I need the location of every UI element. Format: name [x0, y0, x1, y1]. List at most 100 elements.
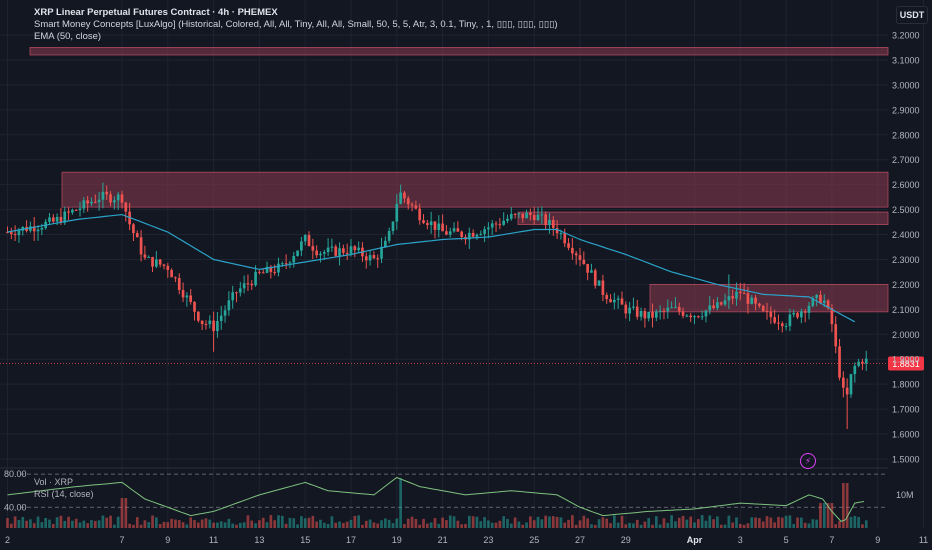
time-tick-label: 23	[483, 535, 493, 545]
bull-candle	[288, 262, 292, 264]
volume-bar	[280, 515, 284, 528]
bull-candle	[483, 229, 486, 234]
bear-candle	[731, 296, 735, 299]
volume-bar	[731, 522, 735, 528]
price-axis[interactable]: 3.2000 3.1000 3.0000 2.9000 2.8000 2.7000 2.60…	[892, 31, 920, 465]
bear-candle	[696, 316, 700, 318]
bear-candle	[826, 300, 830, 309]
bull-candle	[277, 263, 280, 273]
volume-bar	[754, 517, 757, 528]
bear-candle	[563, 233, 567, 244]
time-tick-label: 7	[829, 535, 834, 545]
symbol-legend[interactable]: XRP Linear Perpetual Futures Contract · …	[34, 7, 278, 18]
bear-candle	[193, 301, 196, 312]
bull-candle	[147, 257, 151, 259]
bear-candle	[677, 306, 681, 312]
price-tick-label: 1.8000	[892, 380, 920, 390]
bear-candle	[6, 232, 9, 234]
rsi-legend[interactable]: RSI (14, close)	[34, 489, 94, 499]
volume-bar	[13, 516, 17, 528]
volume-bar	[700, 515, 704, 528]
bull-candle	[296, 250, 299, 257]
volume-bar	[658, 524, 662, 528]
bull-candle	[639, 311, 643, 317]
bull-candle	[479, 233, 483, 235]
bull-candle	[55, 216, 59, 222]
bull-candle	[475, 234, 479, 237]
bull-candle	[185, 295, 189, 298]
bull-candle	[101, 191, 105, 200]
bull-candle	[238, 288, 242, 293]
volume-bar	[559, 517, 563, 528]
volume-bar	[639, 524, 643, 528]
volume-bar	[544, 515, 547, 528]
smc-indicator-legend[interactable]: Smart Money Concepts [LuxAlgo] (Historic…	[34, 19, 558, 30]
bull-candle	[670, 307, 673, 309]
volume-bar	[372, 522, 376, 528]
bear-candle	[861, 361, 864, 364]
supply-zone	[29, 47, 889, 56]
volume-bar	[616, 522, 620, 528]
volume-bar	[502, 516, 506, 528]
bear-candle	[567, 243, 570, 248]
ema-50-line	[7, 213, 856, 323]
bull-candle	[452, 228, 456, 232]
volume-bar	[582, 515, 586, 528]
volume-bar	[735, 517, 738, 528]
volume-bar	[399, 478, 402, 528]
volume-bar	[780, 517, 784, 528]
bear-candle	[754, 297, 757, 304]
current-price-badge	[888, 356, 924, 371]
volume-bar	[380, 520, 383, 528]
bull-candle	[330, 246, 334, 248]
volume-bar	[425, 523, 429, 528]
volume-bar	[155, 517, 158, 528]
volume-bar	[555, 516, 559, 528]
volume-bar	[792, 524, 796, 528]
volume-bar	[55, 517, 59, 528]
volume-bar	[135, 517, 139, 528]
bull-candle	[219, 315, 223, 322]
bear-candle	[166, 265, 170, 270]
bull-candle	[853, 365, 857, 375]
bull-candle	[723, 300, 727, 305]
volume-bar	[551, 516, 555, 528]
volume-bar	[483, 517, 486, 528]
bear-candle	[532, 215, 536, 221]
bear-candle	[845, 387, 849, 395]
volume-bar	[716, 516, 719, 528]
bull-candle	[113, 200, 116, 203]
volume-bar	[784, 515, 788, 528]
bull-candle	[502, 220, 506, 225]
volume-bar	[628, 522, 631, 528]
bull-candle	[231, 292, 235, 301]
bear-candle	[425, 223, 429, 226]
currency-button[interactable]: USDT	[896, 6, 928, 24]
bull-candle	[357, 247, 360, 251]
volume-bar	[571, 515, 574, 528]
bull-candle	[90, 201, 93, 204]
alert-lightning-icon[interactable]: ⚡	[800, 453, 816, 469]
bear-candle	[555, 228, 559, 234]
bull-candle	[666, 307, 670, 312]
bear-candle	[13, 234, 17, 236]
bear-candle	[738, 291, 742, 294]
volume-bar	[93, 520, 97, 528]
price-tick-label: 2.1000	[892, 305, 920, 315]
volume-bar	[349, 519, 353, 528]
volume-bar	[101, 515, 105, 528]
volume-bar	[338, 521, 341, 528]
volume-bar	[593, 524, 597, 528]
volume-bar	[361, 524, 364, 528]
bear-candle	[681, 311, 685, 316]
volume-bar	[479, 521, 483, 528]
volume-bar	[113, 524, 116, 528]
volume-bar	[193, 520, 196, 528]
volume-legend[interactable]: Vol · XRP	[34, 477, 74, 487]
volume-bar	[529, 516, 532, 528]
bear-candle	[372, 255, 376, 259]
time-tick-label: Apr	[687, 535, 703, 545]
ema-legend[interactable]: EMA (50, close)	[34, 31, 102, 42]
time-axis[interactable]: 2 7 9 11 13 15 17 19 21 23 25 27 29 Apr 3 5 7 9 11	[5, 535, 928, 545]
